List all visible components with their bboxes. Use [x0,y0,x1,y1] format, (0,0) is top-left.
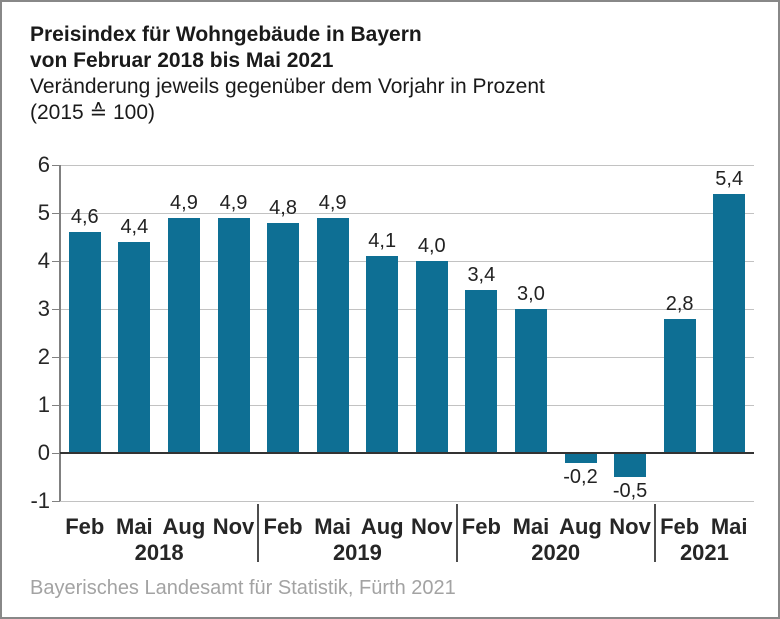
x-axis-month-label: Mai [512,514,550,539]
bar-value-label: 4,9 [170,191,198,214]
year-separator [455,504,458,562]
gridline [60,165,754,166]
y-axis-tick-label: 3 [37,296,50,321]
x-axis-month-label: Nov [609,514,651,539]
gridline [60,405,754,406]
x-axis-month-label: Nov [411,514,453,539]
gridline [60,309,754,310]
chart-title-line1: Preisindex für Wohngebäude in Bayern [30,23,422,46]
y-axis-tick-label: 2 [37,344,50,369]
x-axis-month-label: Nov [212,514,255,539]
x-axis-month-label: Aug [162,514,206,539]
gridline [60,357,754,358]
bar-feb-2019 [267,222,300,453]
chart-header: Preisindex für Wohngebäude in Bayern von… [30,22,545,126]
bar-aug-2020 [564,453,597,463]
y-axis-tick-label: -1 [30,488,50,513]
bar-nov-2018 [217,217,250,453]
x-axis-month-label: Mai [116,514,153,539]
x-axis-year-label: 2020 [531,540,581,565]
y-axis-tick-label: 5 [37,200,50,225]
y-axis-tick [52,453,60,454]
bar-value-label: -0,2 [563,465,598,488]
x-axis-year-label: 2018 [134,540,184,565]
bar-value-label: 4,1 [368,230,397,253]
bar-aug-2018 [167,217,200,453]
y-axis-tick [52,165,60,166]
year-separator [653,504,656,562]
x-axis-month-label: Aug [559,514,602,539]
y-axis-tick-label: 0 [37,440,50,465]
x-axis-month-label: Aug [360,514,404,539]
y-axis-tick [52,261,60,262]
bar-value-label: 4,9 [219,191,248,214]
bar-value-label: 5,4 [715,167,744,190]
bar-mai-2019 [316,217,349,453]
x-axis-month-label: Feb [461,514,501,539]
bar-value-label: 4,6 [70,206,99,229]
chart-subtitle-line1: Veränderung jeweils gegenüber dem Vorjah… [30,75,545,98]
y-axis-tick-label: 4 [37,248,50,273]
y-axis-tick [52,309,60,310]
x-axis-month-label: Feb [65,514,105,539]
bar-mai-2020 [514,309,547,453]
gridline [60,501,754,502]
bar-nov-2019 [415,261,448,453]
bar-value-label: -0,5 [612,480,648,502]
x-axis-month-label: Feb [660,514,700,539]
chart-title-line2: von Februar 2018 bis Mai 2021 [30,49,334,72]
bar-value-label: 4,4 [120,215,149,238]
year-separator [257,504,260,562]
y-axis-line [59,165,61,501]
bar-value-label: 3,4 [467,263,496,286]
chart-subtitle-line2: (2015 ≙ 100) [30,101,156,124]
gridline [60,261,754,262]
bar-value-label: 4,0 [417,235,446,257]
x-axis-month-label: Mai [710,514,748,539]
y-axis-tick [52,357,60,358]
bar-feb-2021 [663,318,696,453]
bar-mai-2021 [713,193,746,453]
x-axis-month-label: Mai [314,514,351,539]
x-axis-year-label: 2019 [332,540,382,565]
y-axis-tick-label: 1 [37,392,50,417]
bar-aug-2019 [366,256,399,453]
bar-feb-2018 [68,232,101,453]
bar-value-label: 4,8 [269,196,297,219]
bar-value-label: 3,0 [517,283,545,305]
y-axis-tick [52,501,60,502]
zero-axis-line [60,452,754,454]
bar-nov-2020 [614,453,647,477]
y-axis-tick-label: 6 [37,152,50,177]
bar-feb-2020 [465,289,498,453]
x-axis-month-label: Feb [263,514,303,539]
y-axis-tick [52,213,60,214]
bar-mai-2018 [118,241,151,453]
gridline [60,213,754,214]
bar-value-label: 4,9 [318,191,347,214]
x-axis-year-label: 2021 [679,540,729,565]
bar-value-label: 2,8 [665,292,694,315]
y-axis-tick [52,405,60,406]
source-text: Bayerisches Landesamt für Statistik, Für… [30,577,456,599]
